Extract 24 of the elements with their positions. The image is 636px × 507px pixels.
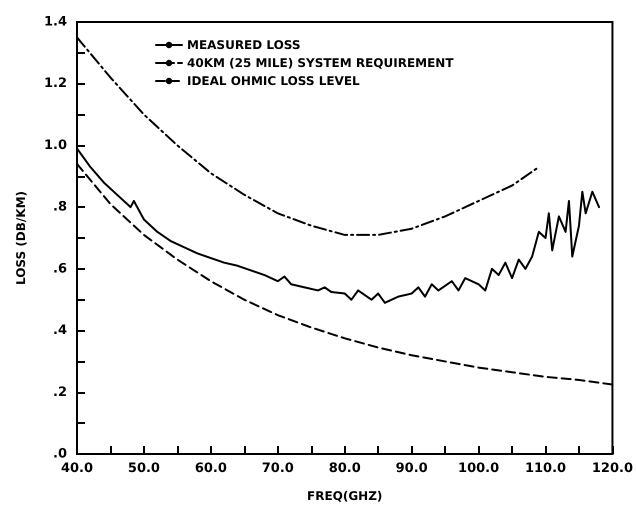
x-tick-label: 90.0: [396, 461, 428, 476]
line-series: [76, 36, 540, 236]
legend-label: MEASURED LOSS: [187, 38, 301, 52]
y-tick-label: 1.2: [44, 76, 67, 92]
x-tick-label: 120.0: [592, 461, 633, 476]
x-tick-label: 40.0: [60, 461, 94, 476]
x-tick-label: 100.0: [458, 461, 500, 476]
x-tick-label: 110.0: [524, 461, 566, 476]
y-tick-label: 1.4: [44, 14, 67, 30]
x-tick-label: 60.0: [194, 461, 227, 476]
line-series: [76, 148, 600, 304]
x-tick-label: 50.0: [128, 461, 160, 476]
legend-label: IDEAL OHMIC LOSS LEVEL: [187, 74, 360, 88]
y-axis-title: LOSS (DB/KM): [14, 190, 28, 286]
x-tick-label: 70.0: [262, 461, 294, 476]
y-tick-label: .6: [53, 261, 67, 276]
legend-label: 40KM (25 MILE) SYSTEM REQUIREMENT: [187, 56, 454, 70]
x-axis-title: FREQ(GHZ): [307, 489, 382, 503]
y-tick-label: .2: [53, 384, 67, 400]
y-tick-label: .0: [53, 446, 67, 462]
y-tick-label: .8: [53, 200, 67, 215]
y-tick-label: 1.0: [44, 138, 67, 153]
y-tick-label: .4: [53, 323, 67, 338]
x-tick-label: 80.0: [328, 461, 361, 476]
